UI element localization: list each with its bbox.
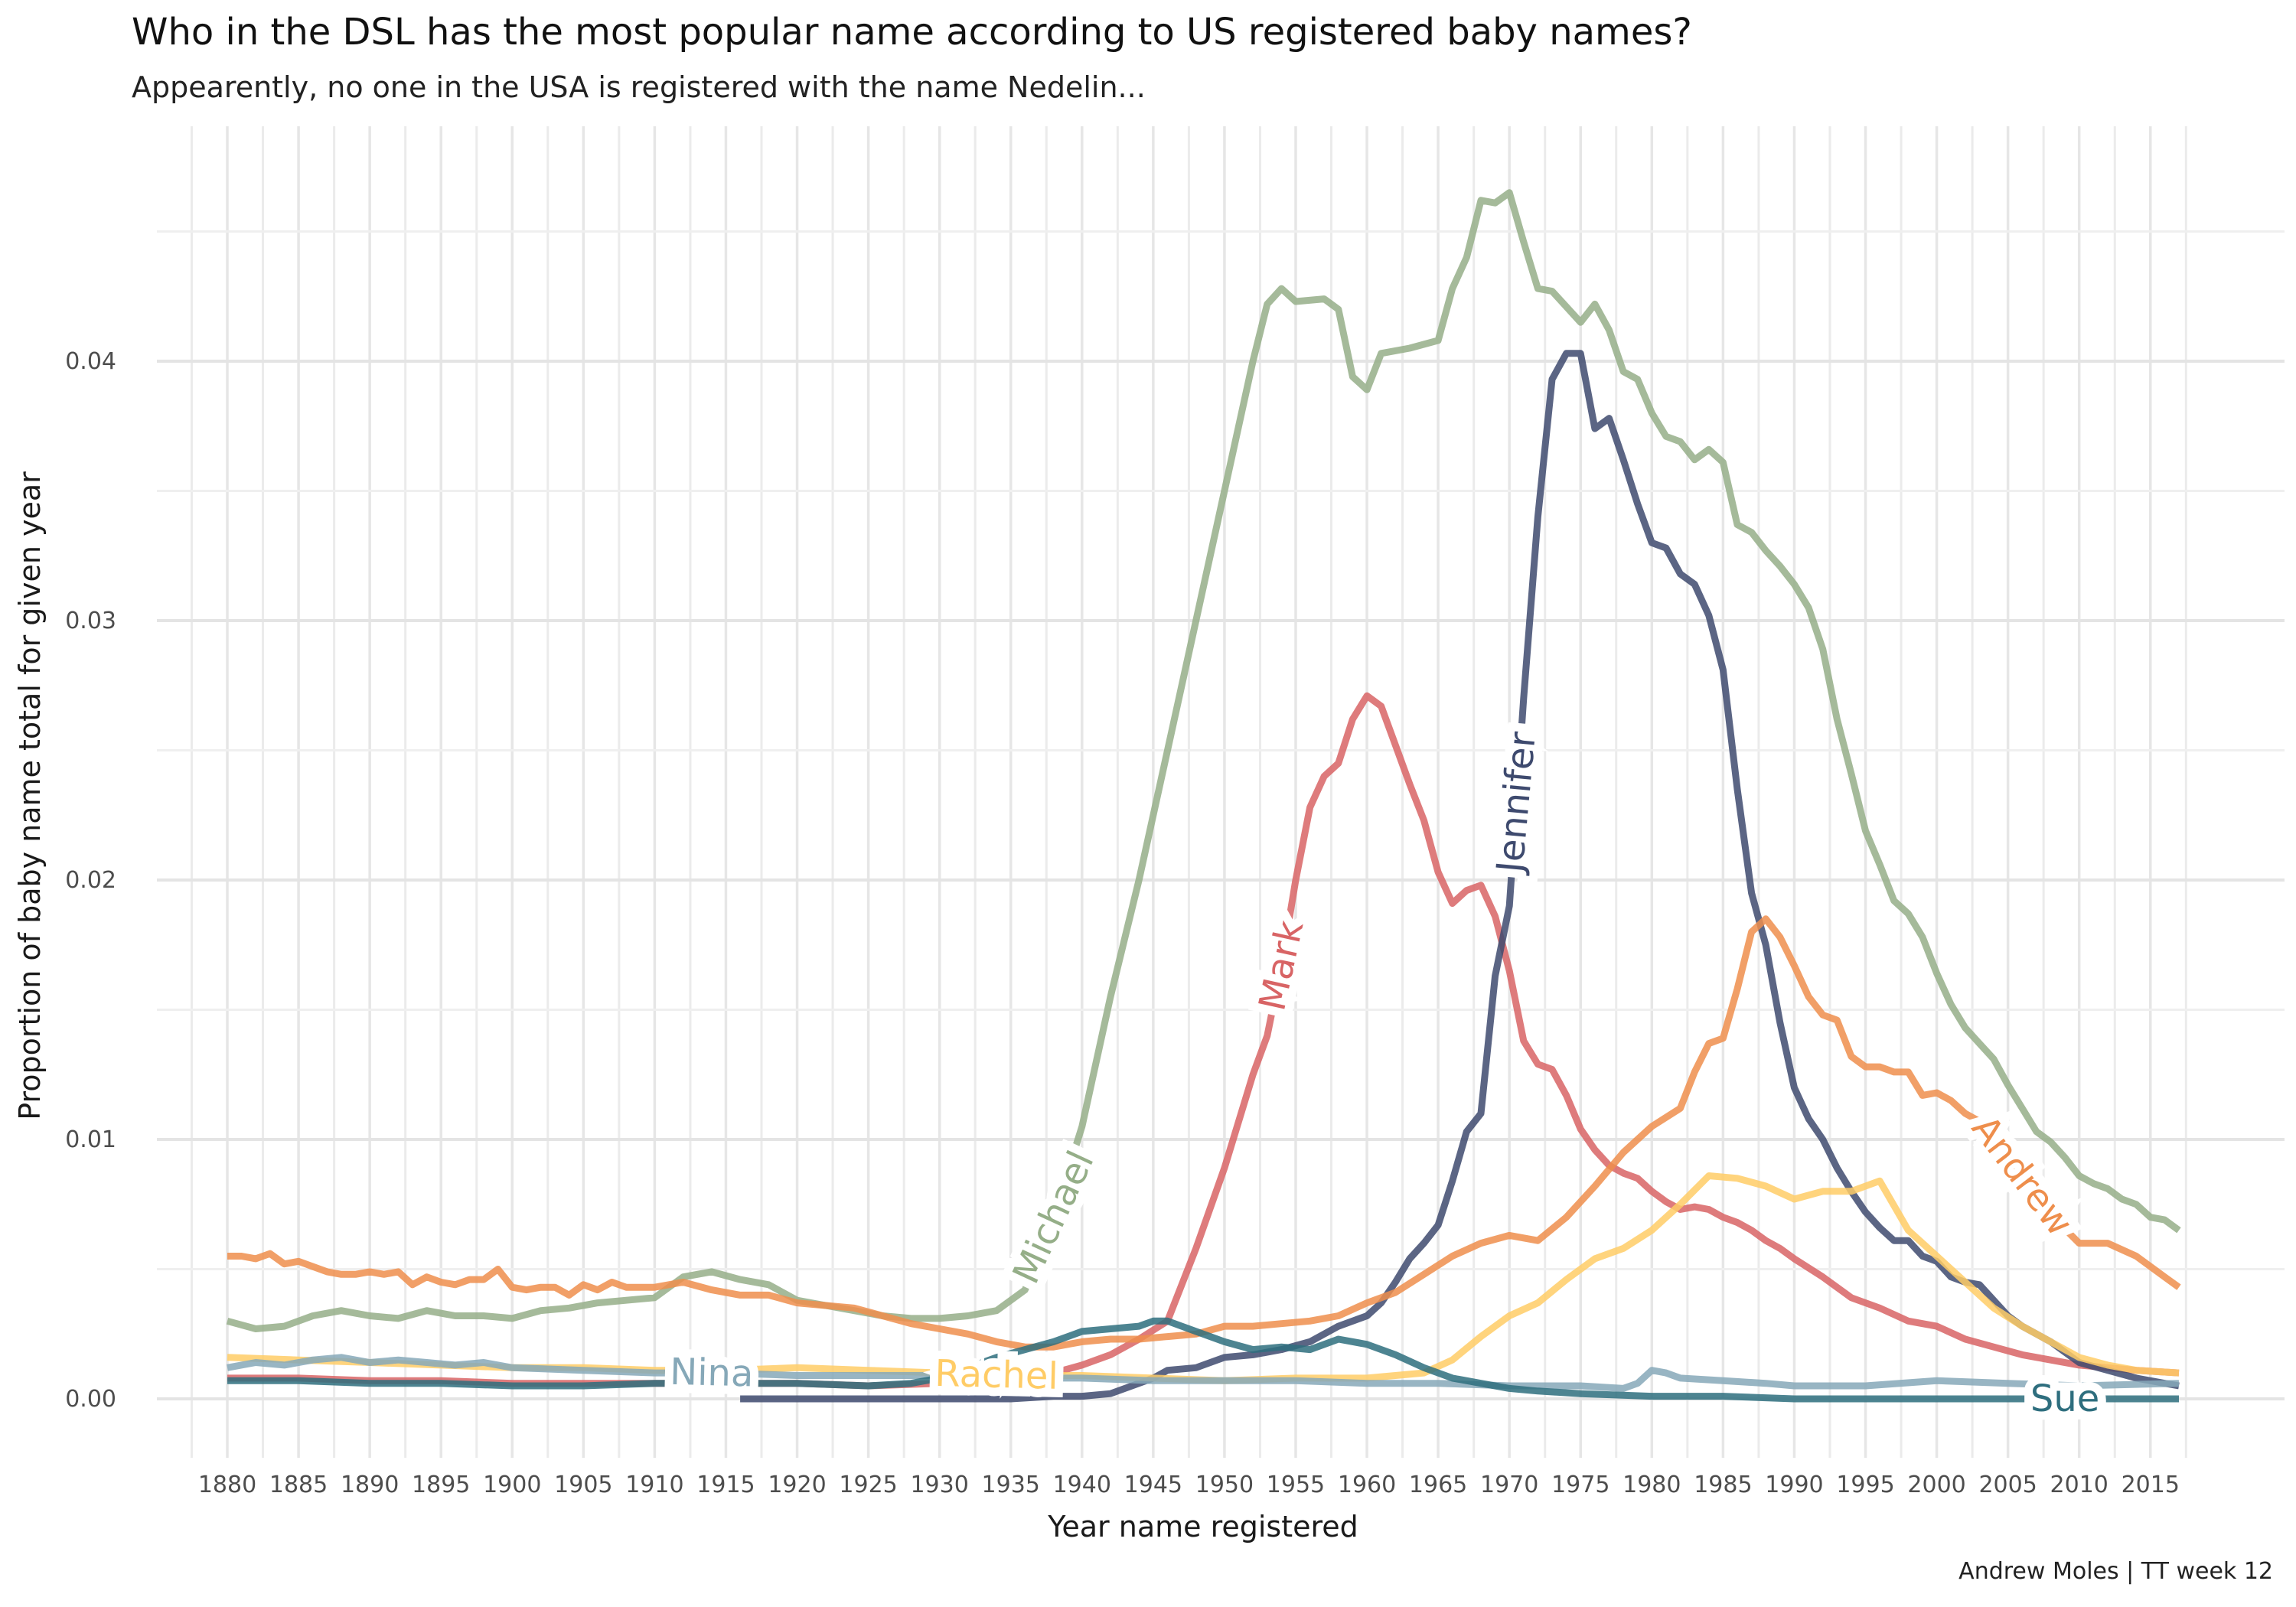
x-tick-label: 1880: [198, 1472, 256, 1498]
y-tick-label: 0.02: [65, 867, 116, 894]
series-line-mark: [227, 692, 2180, 1390]
series-line-nina: [227, 1354, 2180, 1392]
series-line-michael: [226, 189, 2181, 1332]
x-tick-label: 1955: [1267, 1472, 1325, 1498]
x-tick-label: 1935: [982, 1472, 1040, 1498]
x-axis-ticks: 1880 1885 1890 1895 1900 1905 1910 1915 1920 1925…: [198, 1472, 2180, 1498]
x-tick-label: 1920: [768, 1472, 826, 1498]
x-tick-label: 1960: [1338, 1472, 1396, 1498]
x-tick-label: 1975: [1551, 1472, 1609, 1498]
chart-title: Who in the DSL has the most popular name…: [132, 11, 1692, 54]
x-tick-label: 1985: [1694, 1472, 1752, 1498]
chart-subtitle: Appearently, no one in the USA is regist…: [132, 70, 1146, 104]
series-lines: [226, 189, 2181, 1403]
x-tick-label: 1895: [412, 1472, 470, 1498]
x-tick-label: 1980: [1623, 1472, 1681, 1498]
chart-caption: Andrew Moles | TT week 12: [1958, 1558, 2273, 1585]
x-tick-label: 1990: [1765, 1472, 1823, 1498]
x-tick-label: 1910: [625, 1472, 683, 1498]
series-line-jennifer: [740, 350, 2180, 1403]
y-tick-label: 0.04: [65, 348, 116, 375]
x-tick-label: 1905: [554, 1472, 612, 1498]
series-label-andrew: Andrew: [1963, 1107, 2081, 1244]
x-tick-label: 1965: [1409, 1472, 1467, 1498]
series-label-halo-sue: Sue: [2030, 1377, 2099, 1420]
series-line-rachel: [227, 1172, 2180, 1384]
series-line-andrew: [227, 915, 2181, 1351]
y-axis-ticks: 0.00 0.01 0.02 0.03 0.04: [65, 348, 116, 1413]
y-axis-title: Proportion of baby name total for given …: [13, 471, 47, 1120]
series-label-jennifer: Jennifer: [1489, 730, 1544, 877]
series-label-nina: Nina: [670, 1351, 754, 1396]
grid-lines: [157, 126, 2285, 1458]
x-tick-label: 2000: [1907, 1472, 1965, 1498]
x-axis-title: Year name registered: [1047, 1510, 1358, 1543]
series-label-halo-nina: Nina: [670, 1351, 754, 1396]
x-tick-label: 1925: [839, 1472, 897, 1498]
y-tick-label: 0.01: [65, 1126, 116, 1153]
x-tick-label: 1970: [1480, 1472, 1538, 1498]
series-line-sue: [227, 1317, 2179, 1403]
series-label-rachel: Rachel: [934, 1352, 1059, 1398]
x-tick-label: 1915: [696, 1472, 755, 1498]
x-tick-label: 1930: [910, 1472, 968, 1498]
series-label-sue: Sue: [2030, 1377, 2099, 1420]
x-tick-label: 1950: [1195, 1472, 1254, 1498]
x-tick-label: 2015: [2122, 1472, 2180, 1498]
y-tick-label: 0.00: [65, 1386, 116, 1413]
x-tick-label: 1995: [1836, 1472, 1894, 1498]
x-tick-label: 1885: [269, 1472, 328, 1498]
series-label-halo-rachel: Rachel: [934, 1352, 1059, 1398]
x-tick-label: 1890: [341, 1472, 399, 1498]
x-tick-label: 2010: [2050, 1472, 2108, 1498]
x-tick-label: 2005: [1978, 1472, 2037, 1498]
x-tick-label: 1945: [1124, 1472, 1182, 1498]
x-tick-label: 1900: [483, 1472, 541, 1498]
x-tick-label: 1940: [1053, 1472, 1111, 1498]
y-tick-label: 0.03: [65, 608, 116, 634]
